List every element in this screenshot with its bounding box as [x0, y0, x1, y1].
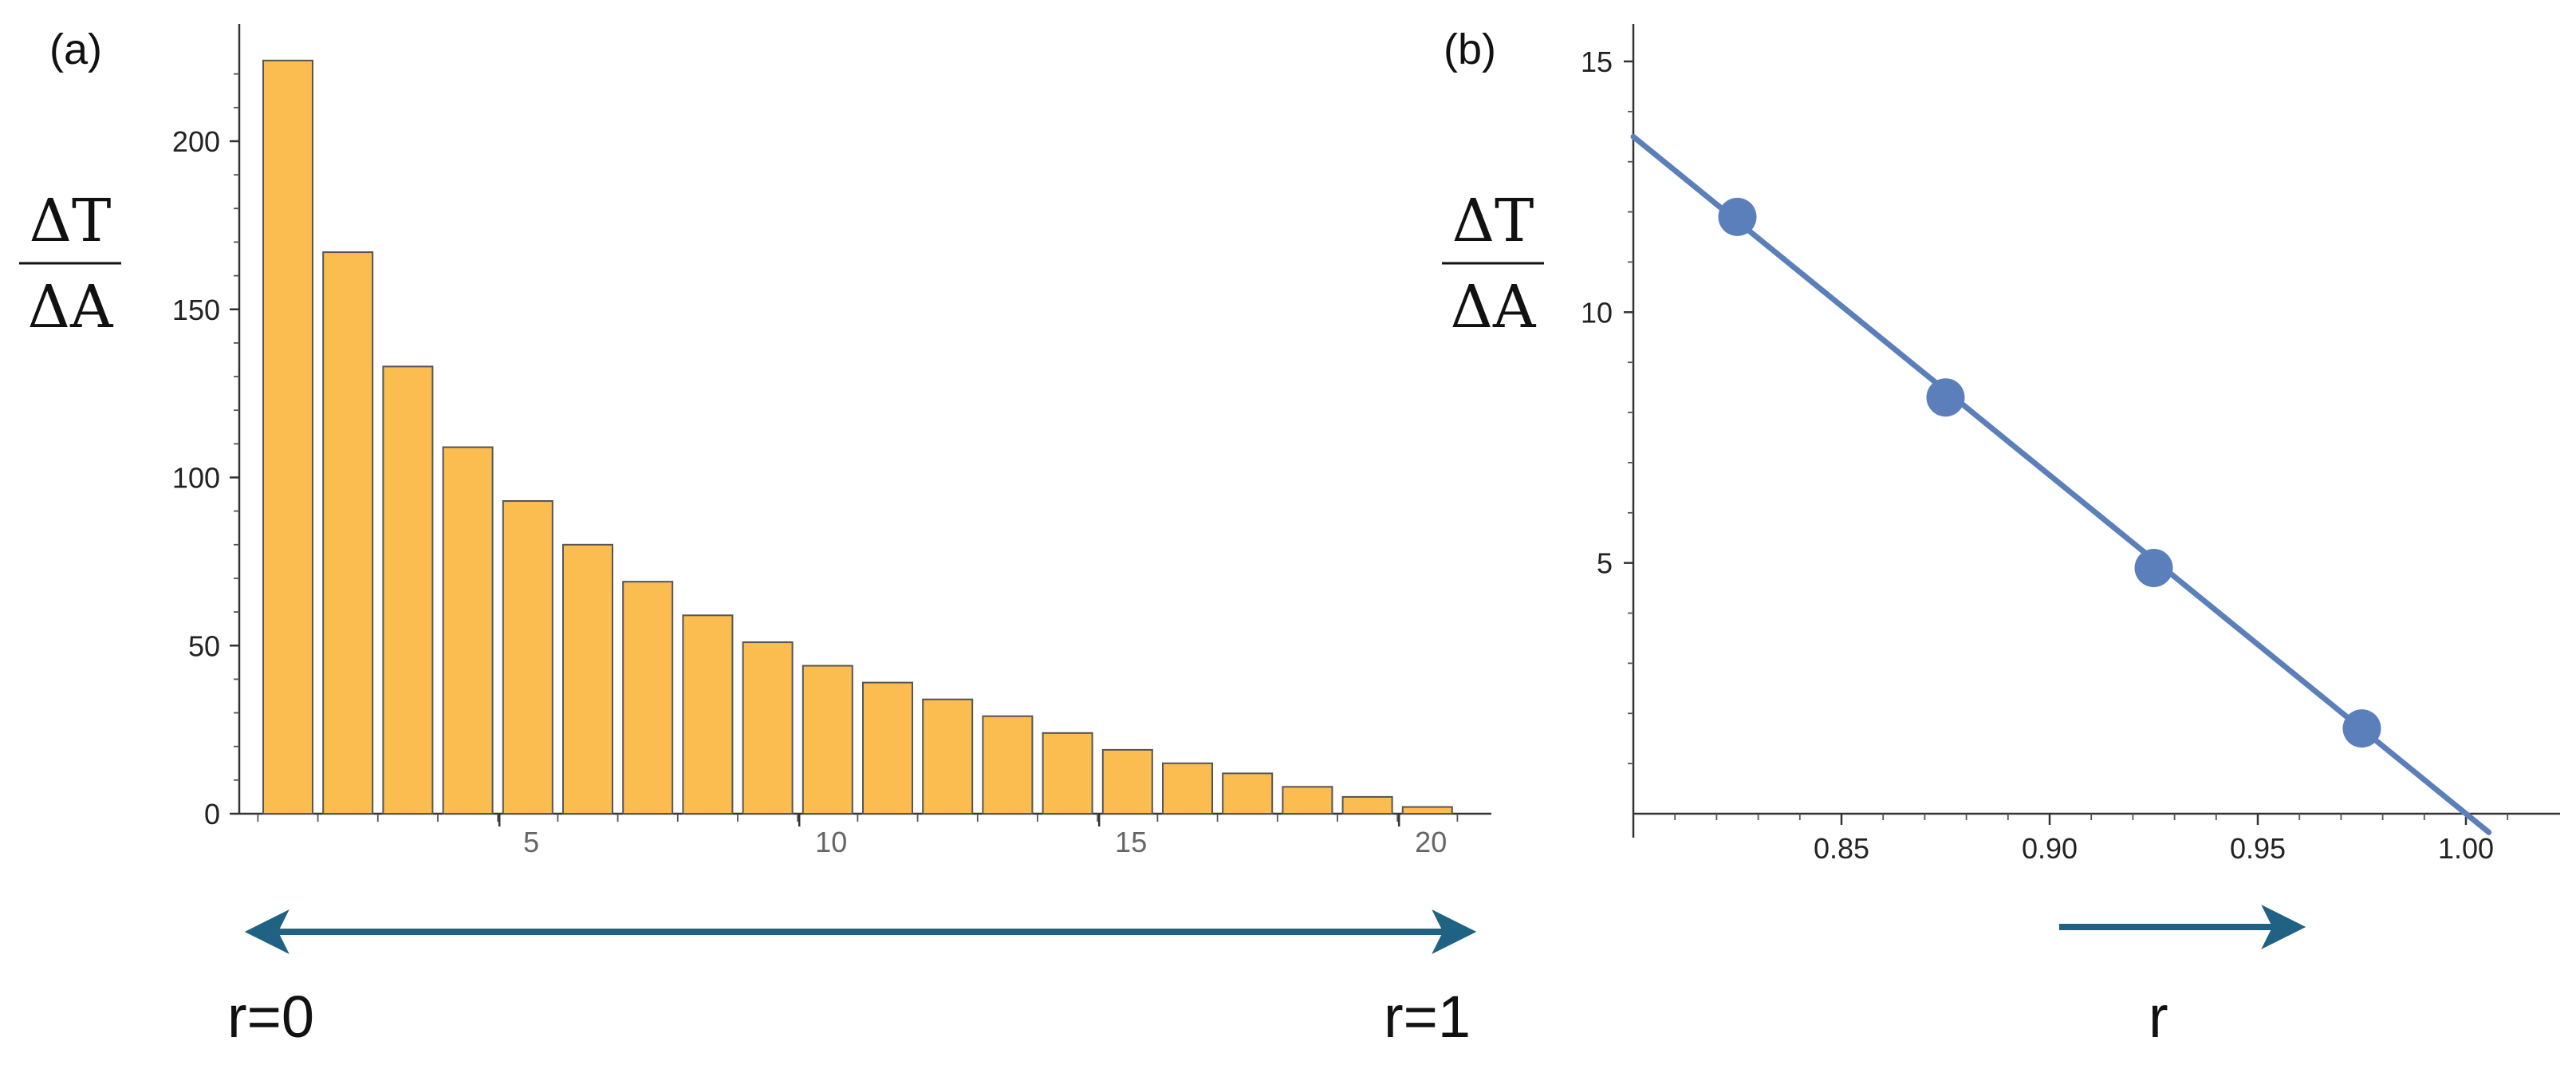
- bar: [1042, 732, 1093, 815]
- panel-a-ylabel-numerator: ΔT: [30, 187, 112, 255]
- bar: [802, 665, 853, 815]
- bar: [862, 681, 913, 815]
- bar: [922, 698, 974, 815]
- panel-a-arrow-right-label: r=1: [1384, 984, 1471, 1050]
- bar: [262, 59, 313, 815]
- bar: [982, 715, 1034, 815]
- panel-a-bars: [262, 59, 1453, 815]
- bar: [622, 581, 674, 815]
- panel-b-plot: [1630, 133, 2492, 835]
- panel-a-y-tick-label: 0: [204, 798, 220, 830]
- panel-b-x-tick-label: 0.90: [2022, 832, 2078, 865]
- panel-a-x-tick-label: 15: [1115, 826, 1147, 858]
- bar: [1401, 806, 1453, 815]
- panel-b-label: (b): [1444, 26, 1496, 73]
- bar: [1222, 772, 1274, 815]
- data-point: [1926, 378, 1965, 417]
- panel-b-y-tick-label: 5: [1597, 547, 1613, 580]
- panel-a-arrow-left-label: r=0: [227, 984, 314, 1050]
- panel-a-x-tick-label: 20: [1415, 826, 1447, 858]
- panel-b-y-tick-label: 10: [1581, 296, 1613, 329]
- bar: [1162, 762, 1213, 815]
- panel-a-y-tick-label: 50: [188, 629, 220, 662]
- panel-a-x-tick-label: 10: [815, 826, 847, 858]
- panel-a-label: (a): [49, 26, 102, 73]
- bar: [1341, 795, 1393, 815]
- panel-b-arrow-label: r: [2149, 984, 2168, 1050]
- data-point: [2134, 548, 2173, 587]
- panel-b-x-tick-label: 0.95: [2230, 832, 2286, 865]
- bar: [682, 614, 734, 815]
- panel-a-y-tick-label: 200: [172, 125, 220, 158]
- bar: [562, 543, 613, 815]
- panel-a-x-tick-label: 5: [523, 826, 539, 858]
- data-point: [1718, 197, 1757, 236]
- panel-b-ylabel-numerator: ΔT: [1452, 187, 1534, 255]
- panel-a-y-tick-label: 150: [172, 294, 220, 326]
- panel-b-ylabel-denominator: ΔA: [1451, 273, 1537, 341]
- panel-a-ylabel: ΔT ΔA: [19, 187, 121, 341]
- fit-line: [1630, 133, 2492, 835]
- bar: [502, 500, 553, 815]
- panel-b-x-tick-label: 0.85: [1814, 832, 1869, 865]
- panel-b-axes: 5 10 15 0.85 0.90 0.95 1.00: [1581, 24, 2560, 865]
- bar: [382, 365, 434, 815]
- bar: [1282, 786, 1333, 815]
- data-point: [2342, 709, 2381, 748]
- panel-b: (b) ΔT ΔA 5 10 15 0.85 0.90 0.95 1.00 r: [1442, 24, 2560, 1050]
- panel-a-ylabel-denominator: ΔA: [28, 273, 114, 341]
- bar: [1101, 748, 1153, 815]
- panel-b-y-tick-label: 15: [1581, 45, 1613, 78]
- panel-a: (a) ΔT ΔA 0 50 100 150 200 5 10 15 20 r=0 r=1: [19, 24, 1491, 1050]
- bar: [742, 641, 794, 815]
- panel-b-ylabel: ΔT ΔA: [1442, 187, 1544, 341]
- bar: [442, 446, 494, 815]
- panel-a-y-tick-label: 100: [172, 462, 220, 495]
- panel-b-x-tick-label: 1.00: [2438, 832, 2494, 865]
- bar: [322, 251, 374, 815]
